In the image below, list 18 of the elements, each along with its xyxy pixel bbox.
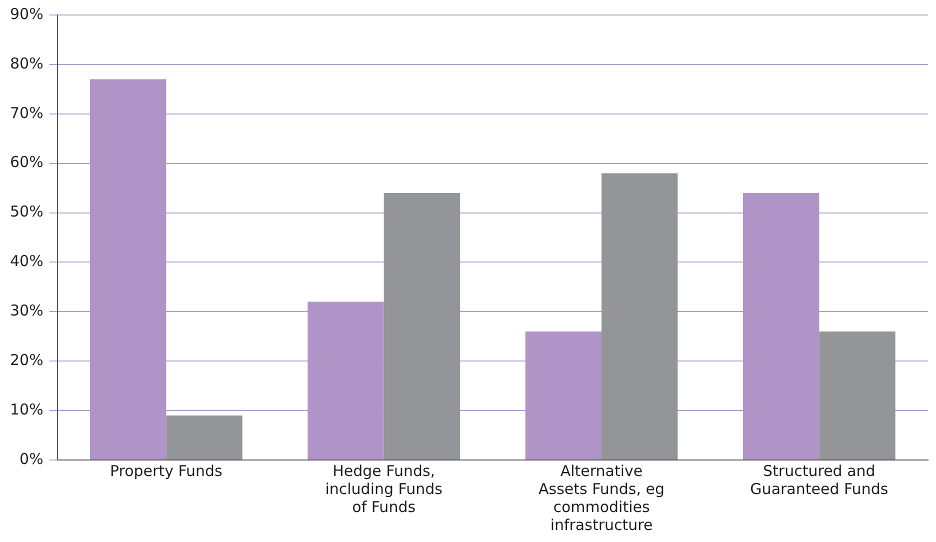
bar — [166, 416, 242, 460]
y-tick-label: 60% — [10, 153, 44, 172]
bar — [384, 193, 460, 460]
y-tick-label: 10% — [10, 400, 44, 418]
x-tick-label: Alternative Assets Funds, eg commodities infrastructure — [538, 462, 665, 534]
y-tick-label: 70% — [10, 104, 44, 122]
y-tick-label: 30% — [10, 302, 44, 320]
x-tick-label: Hedge Funds, including Funds of Funds — [325, 462, 443, 516]
y-tick-label: 40% — [10, 252, 44, 270]
y-tick-label: 90% — [10, 4, 44, 23]
bar — [819, 331, 896, 460]
bar — [602, 173, 678, 460]
x-tick-label: Property Funds — [110, 462, 223, 480]
y-tick-label: 0% — [20, 450, 44, 468]
y-tick-label: 20% — [10, 351, 44, 369]
y-tick-label: 50% — [10, 202, 44, 221]
y-tick-label: 80% — [10, 54, 44, 72]
x-tick-label: Structured and Guaranteed Funds — [750, 462, 888, 498]
